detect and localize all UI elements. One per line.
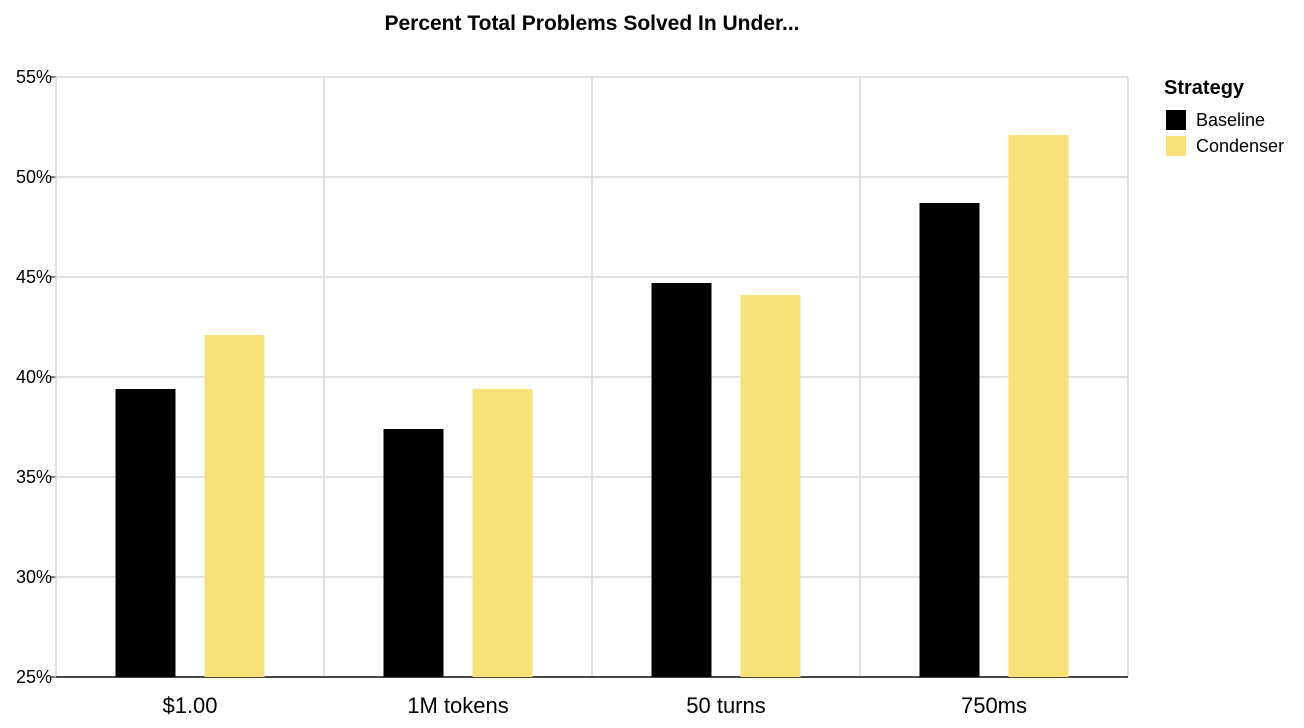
bar-baseline-0 — [115, 389, 176, 677]
y-tick-label: 55% — [16, 67, 52, 87]
legend-title: Strategy — [1164, 77, 1245, 99]
x-tick-label: 1M tokens — [407, 693, 509, 718]
bar-condenser-3 — [1008, 135, 1069, 677]
bar-baseline-1 — [383, 429, 444, 677]
y-tick-label: 25% — [16, 667, 52, 687]
legend-label-baseline: Baseline — [1196, 110, 1265, 130]
legend-label-condenser: Condenser — [1196, 136, 1284, 156]
bars — [115, 135, 1069, 677]
chart-title: Percent Total Problems Solved In Under..… — [384, 12, 799, 35]
y-axis-ticks: 25% 30% 35% 40% 45% 50% 55% — [16, 67, 52, 687]
y-tick-label: 45% — [16, 267, 52, 287]
legend: Strategy Baseline Condenser — [1164, 77, 1284, 156]
legend-swatch-baseline — [1166, 110, 1186, 130]
bar-baseline-3 — [919, 203, 980, 677]
bar-condenser-2 — [740, 295, 801, 677]
x-axis-ticks: $1.00 1M tokens 50 turns 750ms — [162, 693, 1027, 718]
legend-swatch-condenser — [1166, 136, 1186, 156]
bar-condenser-1 — [472, 389, 533, 677]
x-tick-label: 750ms — [961, 693, 1027, 718]
y-tick-label: 50% — [16, 167, 52, 187]
x-tick-label: $1.00 — [162, 693, 217, 718]
x-tick-label: 50 turns — [686, 693, 766, 718]
bar-baseline-2 — [651, 283, 712, 677]
bar-condenser-0 — [204, 335, 265, 677]
y-tick-label: 30% — [16, 567, 52, 587]
y-tick-label: 35% — [16, 467, 52, 487]
y-tick-label: 40% — [16, 367, 52, 387]
